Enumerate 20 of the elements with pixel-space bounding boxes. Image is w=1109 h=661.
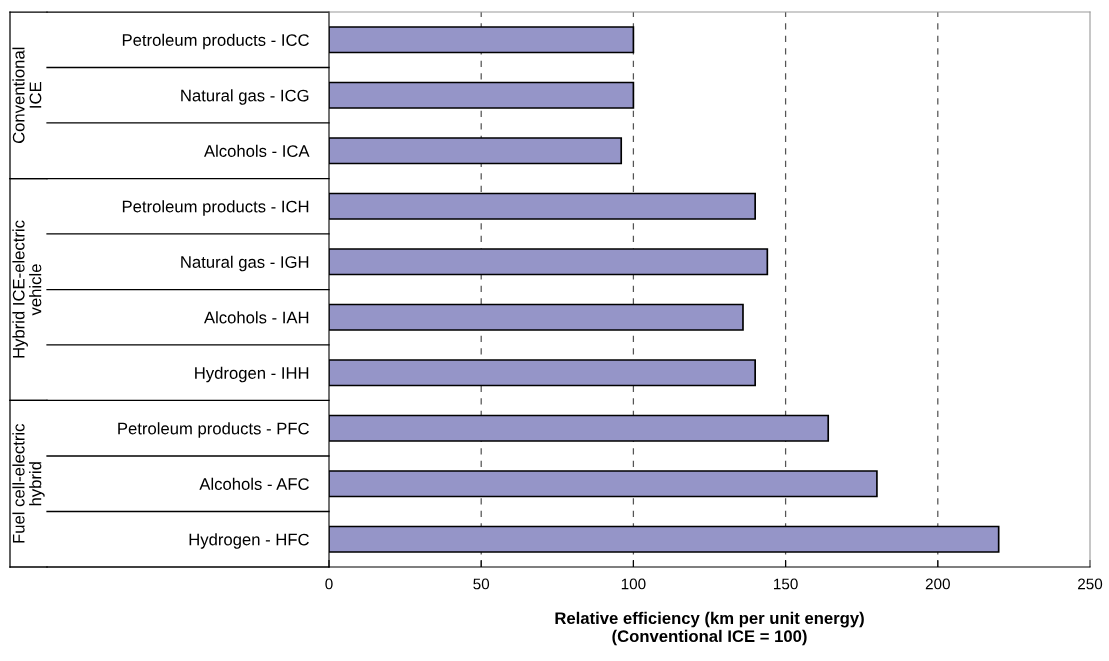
y-tick-label: Petroleum products - PFC bbox=[118, 422, 309, 438]
x-tick-label: 0 bbox=[325, 578, 333, 590]
y-tick-label: Natural gas - IGH bbox=[181, 255, 309, 272]
y-tick-label: Hydrogen - IHH bbox=[195, 366, 309, 383]
text: Fuel cell-electric hybrid bbox=[12, 423, 45, 543]
x-tick-label: 100 bbox=[621, 578, 646, 590]
y-tick-label: Petroleum products - ICC bbox=[122, 33, 309, 50]
text: Hybrid ICE-electric vehicle bbox=[12, 220, 42, 358]
x-tick-label: 50 bbox=[473, 578, 490, 590]
text: Conventional ICE bbox=[12, 47, 42, 144]
x-tick-label: 150 bbox=[774, 578, 798, 590]
y-tick-label: Natural gas - ICG bbox=[181, 89, 309, 105]
y-tick-label: Petroleum products - ICH bbox=[122, 200, 309, 216]
y-tick-label: Alcohols - IAH bbox=[204, 311, 309, 324]
y-tick-label: Alcohols - AFC bbox=[199, 477, 309, 490]
x-tick-label: 200 bbox=[925, 578, 950, 590]
y-tick-label: Alcohols - ICA bbox=[204, 144, 310, 157]
x-tick-label: 250 bbox=[1078, 578, 1103, 590]
x-axis-title: Relative efficiency (km per unit energy) (Conventional ICE = 100) bbox=[555, 611, 864, 646]
y-tick-label: Hydrogen - HFC bbox=[189, 533, 309, 549]
